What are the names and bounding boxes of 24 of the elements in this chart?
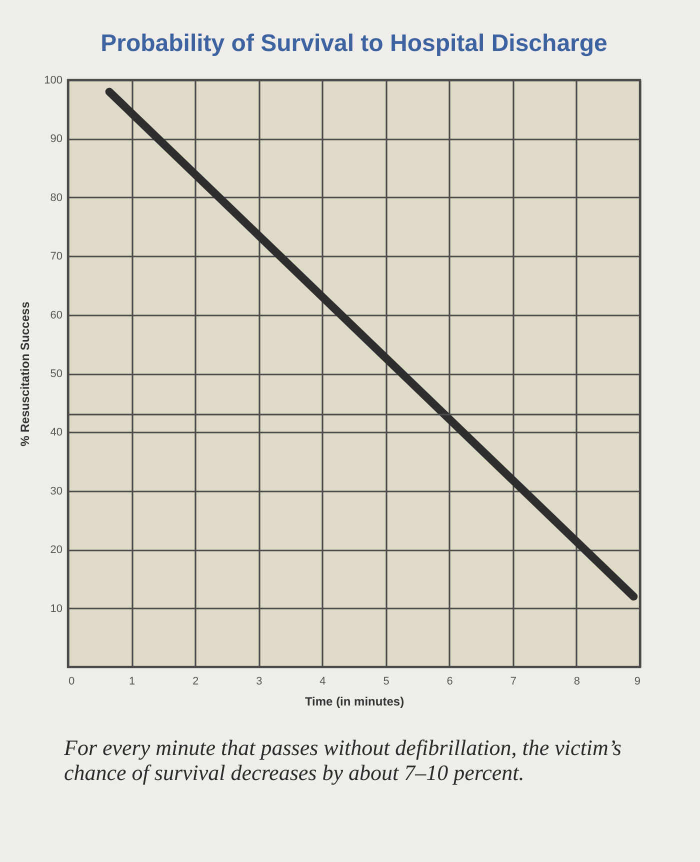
y-tick-label: 90 — [50, 133, 62, 146]
x-tick-label: 2 — [192, 676, 199, 688]
x-tick-label: 5 — [383, 676, 390, 688]
y-axis-title: % Resuscitation Success — [18, 301, 32, 446]
x-tick-label: 7 — [510, 676, 516, 688]
y-tick-label: 30 — [50, 485, 62, 498]
x-axis-title: Time (in minutes) — [304, 694, 404, 708]
y-tick-label: 10 — [50, 602, 62, 615]
text: For every minute that passes without defibrillation, the victim’s chance of survival decreases by about 7–10 percent. — [63, 735, 622, 785]
y-tick-label: 70 — [50, 250, 62, 263]
y-tick-label: 60 — [50, 309, 62, 322]
y-tick-label: 20 — [50, 544, 62, 556]
y-tick-label: 40 — [50, 426, 62, 439]
x-tick-label: 6 — [446, 676, 453, 688]
chart-title: Probability of Survival to Hospital Discharge — [100, 30, 608, 57]
x-tick-label: 9 — [634, 676, 640, 688]
x-tick-label: 3 — [256, 676, 262, 688]
y-tick-label: 80 — [50, 192, 62, 204]
x-tick-label: 4 — [320, 676, 326, 688]
x-tick-label: 1 — [128, 676, 136, 688]
y-tick-label: 100 — [44, 74, 62, 86]
y-tick-label: 50 — [50, 368, 62, 380]
x-tick-label: 8 — [574, 676, 580, 688]
x-tick-label: 0 — [68, 676, 75, 688]
